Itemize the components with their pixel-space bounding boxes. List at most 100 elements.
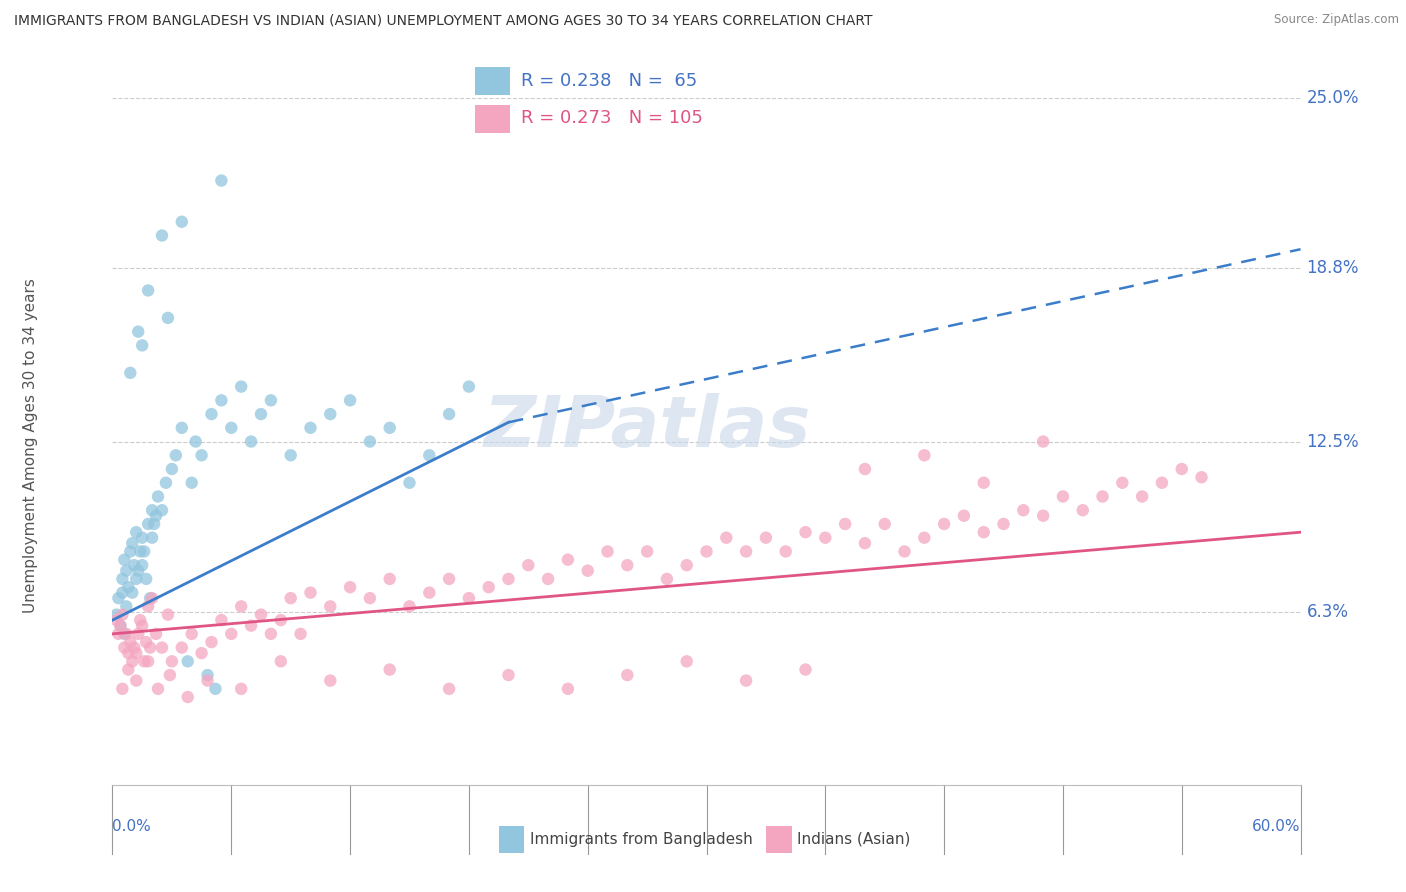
Point [115,627,138,641]
Point [200,407,222,421]
Point [1012,503,1035,517]
Point [180,475,202,490]
Bar [475,67,509,95]
Point [735,673,758,688]
Bar [475,104,509,133]
Point [498,572,520,586]
Point [121,654,143,668]
Point [145,508,167,523]
Point [141,531,163,545]
Point [127,627,149,641]
Point [197,673,219,688]
Point [209,613,232,627]
Point [240,434,263,449]
Point [136,516,159,531]
Point [458,379,481,393]
Point [159,668,181,682]
Point [458,591,481,606]
Point [111,572,134,586]
Point [127,564,149,578]
Point [953,508,976,523]
Point [834,516,856,531]
Point [129,613,152,627]
Point [912,531,935,545]
Point [112,552,135,566]
Point [339,393,361,408]
Point [675,654,697,668]
Point [131,531,153,545]
Point [794,663,817,677]
Point [231,379,253,393]
Point [115,599,138,614]
Point [893,544,915,558]
Point [209,393,232,408]
Point [319,673,342,688]
Point [1091,490,1114,504]
Text: 12.5%: 12.5% [1306,433,1360,450]
Point [170,215,193,229]
Point [319,599,342,614]
Point [219,627,243,641]
Point [204,681,226,696]
Point [117,580,139,594]
Point [290,627,312,641]
Point [200,635,222,649]
Point [735,544,758,558]
Point [184,434,207,449]
Point [146,490,169,504]
Point [110,618,132,632]
Point [270,654,292,668]
Point [197,668,219,682]
Point [418,448,440,462]
Point [755,531,778,545]
Point [973,525,995,540]
Point [270,613,292,627]
Point [775,544,797,558]
Point [1191,470,1213,484]
Point [231,599,253,614]
Point [141,591,163,606]
Point [576,564,599,578]
Point [170,421,193,435]
Point [716,531,738,545]
Point [993,516,1015,531]
Point [1052,490,1074,504]
Point [517,558,540,573]
Point [150,503,173,517]
Text: Immigrants from Bangladesh: Immigrants from Bangladesh [530,832,752,847]
Text: 60.0%: 60.0% [1253,819,1301,834]
Point [131,338,153,352]
Point [398,475,420,490]
Point [853,536,876,550]
Point [111,681,134,696]
Point [934,516,956,531]
Point [121,536,143,550]
Point [125,525,148,540]
Point [1150,475,1173,490]
Point [134,654,156,668]
Point [280,591,302,606]
Point [160,654,183,668]
Point [250,607,273,622]
Point [117,646,139,660]
Point [135,572,157,586]
Point [209,173,232,187]
Point [136,284,159,298]
Point [557,552,579,566]
Point [219,421,243,435]
Point [1032,434,1054,449]
Text: R = 0.273   N = 105: R = 0.273 N = 105 [520,109,703,128]
Point [170,640,193,655]
Point [299,421,322,435]
Point [853,462,876,476]
Point [437,681,460,696]
Point [156,607,179,622]
Point [156,310,179,325]
Point [478,580,501,594]
Point [117,663,139,677]
Point [378,663,401,677]
Point [150,228,173,243]
Point [127,325,149,339]
Point [794,525,817,540]
Point [131,558,153,573]
